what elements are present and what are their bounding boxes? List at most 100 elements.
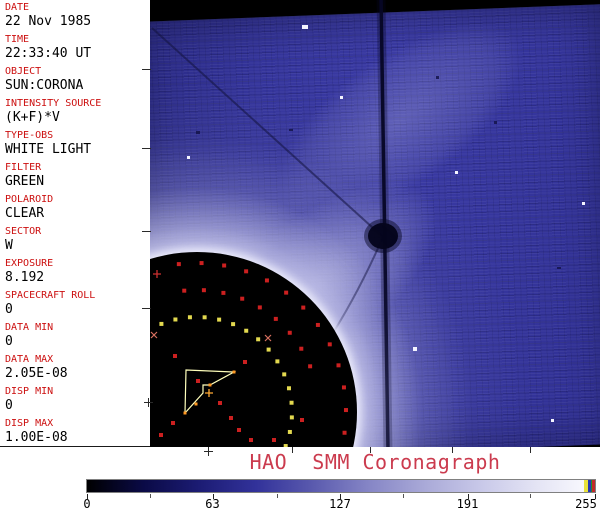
field-value: CLEAR [5,206,45,221]
calibration-dot [199,261,204,266]
bottom-edge-tick [370,447,371,453]
calibration-dot [336,363,341,368]
calibration-dot [289,415,294,420]
diagonal-line [151,27,384,238]
calibration-dot [218,401,222,405]
colorbar-tick [467,494,469,499]
colorbar-stripe [592,480,595,492]
colorbar-tick [595,494,596,499]
star-speck [413,347,417,351]
field-value: 8.192 [5,270,45,285]
calibration-dot [282,372,287,377]
field-label: DATA MIN [5,322,54,333]
colorbar-tick-label: 127 [329,497,351,511]
calibration-dot [176,262,181,267]
field-value: WHITE LIGHT [5,142,92,157]
colorbar-tick-label: 255 [575,497,597,511]
left-edge-plus [148,398,149,407]
field-value: (K+F)*V [5,110,60,125]
left-edge-tick [142,69,151,70]
calibration-dot [273,316,278,321]
field-label: EXPOSURE [5,258,54,269]
calibration-dot [231,322,236,327]
metadata-row: TIME 22:33:40 UT [0,32,150,64]
field-label: DISP MIN [5,386,54,397]
calibration-dot [217,317,222,322]
field-value: 0 [5,302,13,317]
bottom-edge-tick [292,447,293,453]
x-marker [264,334,272,342]
region-vertex-dot [194,402,198,406]
calibration-dot [173,354,177,358]
field-label: TYPE-OBS [5,130,54,141]
calibration-dot [284,290,289,295]
region-vertex-dot [183,411,187,415]
metadata-row: DISP MAX 1.00E-08 [0,416,150,446]
colorbar-stripe [584,480,588,492]
calibration-dot [287,330,292,335]
colorbar-gradient [87,480,595,492]
plus-marker [153,270,161,278]
field-label: DATA MAX [5,354,54,365]
field-value: 0 [5,334,13,349]
calibration-dot [240,296,245,301]
field-label: FILTER [5,162,42,173]
pylon-layer [151,0,402,447]
star-speck [582,202,585,205]
metadata-panel: DATE 22 Nov 1985 TIME 22:33:40 UT OBJECT SUN:… [0,0,150,447]
calibration-dot [327,342,332,347]
metadata-row: DATE 22 Nov 1985 [0,0,150,32]
plus-marker [205,389,213,397]
metadata-row: POLAROID CLEAR [0,192,150,224]
bottom-edge-tick [452,447,453,453]
calibration-dot [237,428,241,432]
x-marker [150,331,158,339]
occulter-ball [368,223,398,249]
left-edge-tick [142,148,151,149]
dust-speck [196,131,200,134]
calibration-dot [283,444,288,447]
metadata-row: DATA MIN 0 [0,320,150,352]
calibration-dot [256,337,261,342]
metadata-row: EXPOSURE 8.192 [0,256,150,288]
metadata-row: TYPE-OBS WHITE LIGHT [0,128,150,160]
left-edge-tick [142,231,151,232]
colorbar-tick [212,494,214,499]
coronagraph-image [150,0,600,447]
calibration-dot [289,400,294,405]
calibration-dot [275,359,280,364]
field-label: OBJECT [5,66,42,77]
calibration-dot [201,288,206,293]
field-value: 0 [5,398,13,413]
colorbar-tick-label: 0 [83,497,91,511]
calibration-dot [266,347,271,352]
bottom-edge-plus [208,447,209,456]
region-vertex-dot [232,370,236,374]
field-label: SPACECRAFT ROLL [5,290,96,301]
colorbar-tick-label: 63 [205,497,220,511]
field-value: 2.05E-08 [5,366,68,381]
calibration-dot [272,438,276,442]
star-speck [551,419,554,422]
calibration-dot [257,305,262,310]
calibration-dot [287,429,292,434]
calibration-dot [229,416,233,420]
calibration-dot [301,305,306,310]
calibration-dot [243,360,247,364]
star-speck [302,25,308,29]
calibration-dot [173,317,178,322]
metadata-row: SECTOR W [0,224,150,256]
calibration-dot [159,321,164,326]
metadata-row: FILTER GREEN [0,160,150,192]
calibration-dot [159,433,163,437]
colorbar-tick [87,494,88,499]
colorbar-minor-tick [149,494,151,498]
fiducial-marker-layer [150,25,585,447]
calibration-dot [171,421,175,425]
colorbar-stripe [591,480,592,492]
colorbar-minor-tick [403,494,405,498]
field-label: INTENSITY SOURCE [5,98,102,109]
metadata-row: OBJECT SUN:CORONA [0,64,150,96]
field-label: POLAROID [5,194,54,205]
